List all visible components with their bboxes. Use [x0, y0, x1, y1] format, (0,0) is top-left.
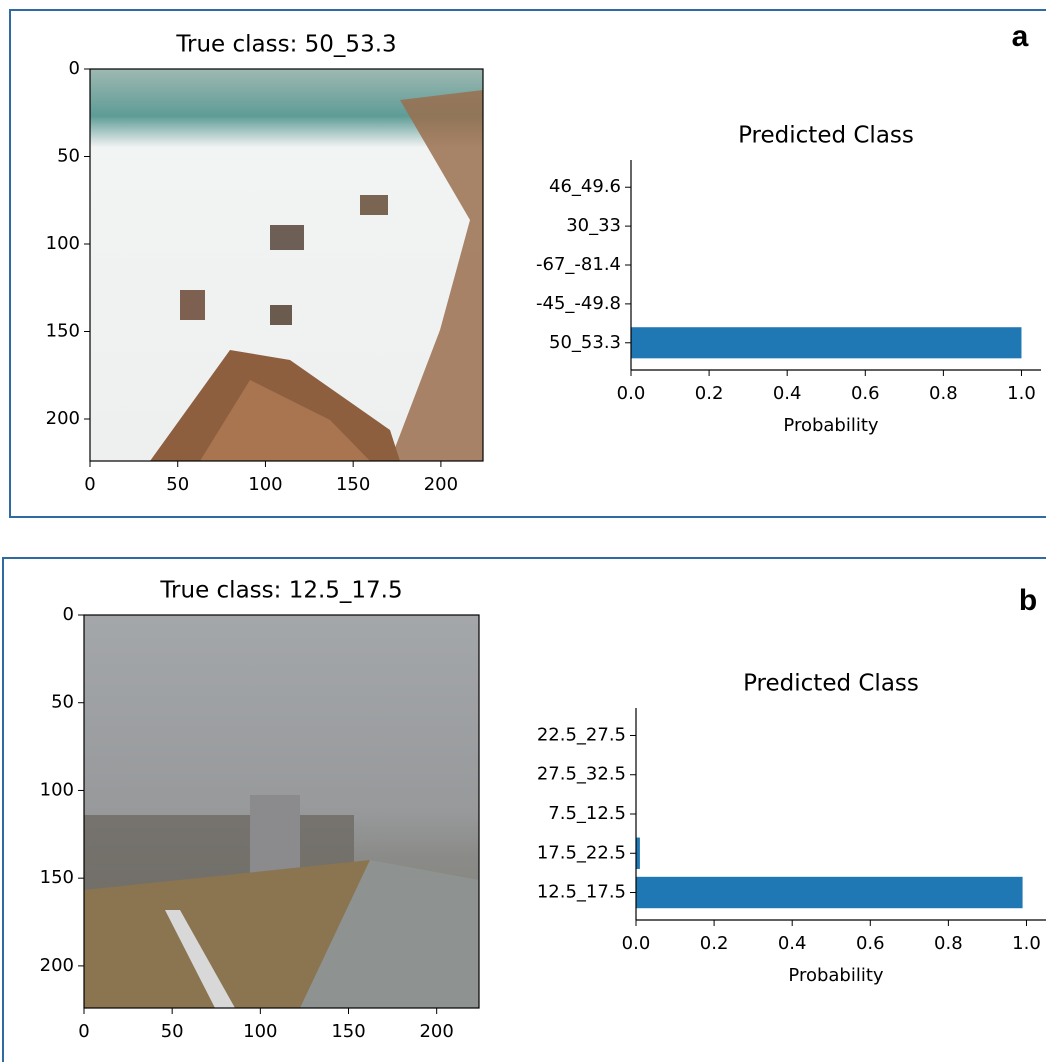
x-tick-label: 0.2 [695, 383, 724, 404]
bar [631, 327, 1021, 358]
chart-title: Predicted Class [743, 671, 919, 697]
y-tick-label: 50 [51, 692, 74, 713]
x-tick-label: 0.8 [934, 933, 963, 954]
x-tick-label: 1.0 [1007, 383, 1036, 404]
y-tick-label: 200 [40, 955, 74, 976]
x-tick-label: 0 [78, 1021, 89, 1042]
x-axis-label: Probability [788, 965, 883, 986]
panel-label: a [1012, 20, 1029, 53]
x-tick-label: 100 [243, 1021, 277, 1042]
y-tick-label: 12.5_17.5 [537, 882, 626, 903]
y-tick-label: -45_-49.8 [536, 293, 621, 314]
chart-title: True class: 12.5_17.5 [159, 578, 402, 604]
x-tick-label: 0.6 [856, 933, 885, 954]
x-tick-label: 0.0 [617, 383, 646, 404]
y-tick-label: 100 [46, 233, 80, 254]
x-tick-label: 100 [248, 474, 282, 495]
y-tick-label: 30_33 [566, 215, 621, 236]
y-tick-label: 46_49.6 [549, 176, 621, 197]
figure: a b True class: 50_53.3 0 50 100 150 200 0 50 100 1… [0, 0, 1046, 1062]
panel-label: b [1019, 584, 1037, 617]
y-tick-label: 0 [69, 58, 80, 79]
y-tick-label: 17.5_22.5 [537, 842, 626, 863]
y-tick-label: 7.5_12.5 [548, 803, 626, 824]
x-tick-label: 0.0 [622, 933, 651, 954]
x-tick-label: 50 [166, 474, 189, 495]
y-tick-label: 0 [63, 604, 74, 625]
y-tick-label: 22.5_27.5 [537, 724, 626, 745]
photo-a [90, 69, 483, 461]
chart-title: True class: 50_53.3 [175, 32, 396, 58]
x-axis-label: Probability [783, 415, 878, 436]
bar [636, 877, 1023, 908]
x-tick-label: 200 [419, 1021, 453, 1042]
x-tick-label: 50 [161, 1021, 184, 1042]
y-tick-label: 150 [40, 867, 74, 888]
y-tick-label: 100 [40, 779, 74, 800]
x-tick-label: 200 [424, 474, 458, 495]
y-tick-label: 50_53.3 [549, 332, 621, 353]
y-tick-label: 200 [46, 408, 80, 429]
x-tick-label: 0.2 [700, 933, 729, 954]
x-tick-label: 0 [84, 474, 95, 495]
x-tick-label: 0.4 [773, 383, 802, 404]
x-tick-label: 0.8 [929, 383, 958, 404]
y-tick-label: -67_-81.4 [536, 254, 621, 275]
x-tick-label: 150 [336, 474, 370, 495]
y-tick-label: 150 [46, 321, 80, 342]
x-tick-label: 0.6 [851, 383, 880, 404]
chart-title: Predicted Class [738, 123, 914, 149]
x-tick-label: 0.4 [778, 933, 807, 954]
photo-b [84, 615, 479, 1008]
x-tick-label: 1.0 [1012, 933, 1041, 954]
y-tick-label: 27.5_32.5 [537, 764, 626, 785]
x-tick-label: 150 [331, 1021, 365, 1042]
y-tick-label: 50 [57, 146, 80, 167]
